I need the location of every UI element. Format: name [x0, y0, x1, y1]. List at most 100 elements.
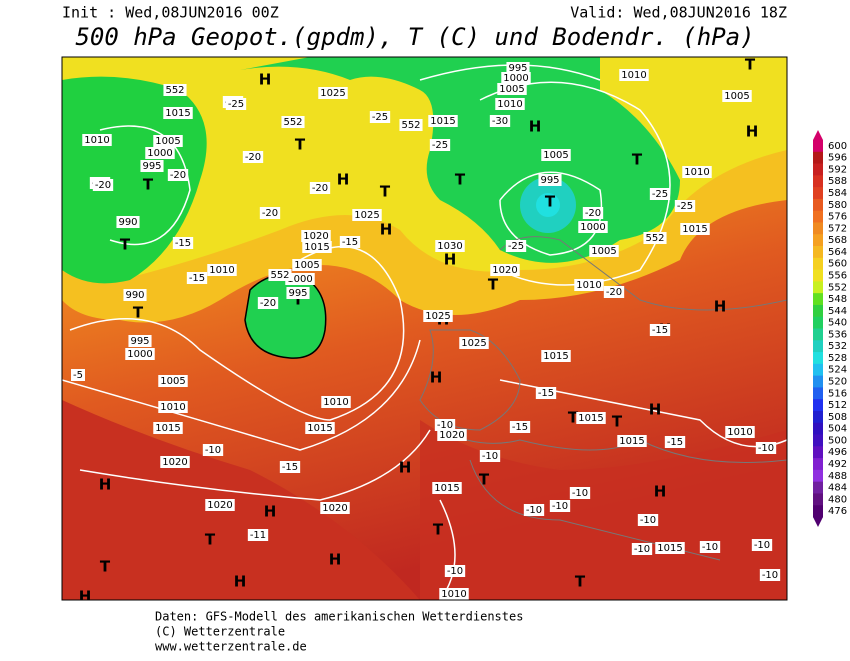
isobar-label: 1000: [287, 274, 312, 285]
isobar-label-box: [423, 310, 453, 322]
isobar-label: 552: [283, 117, 302, 128]
pressure-center: T: [133, 304, 144, 322]
isobar-label-box: [123, 289, 147, 301]
temperature-label-box: [247, 529, 269, 541]
isobar-label: 1015: [434, 483, 459, 494]
isobar-label: 1015: [155, 423, 180, 434]
colorbar-cell: [813, 469, 823, 483]
temperature-label-box: [699, 541, 721, 553]
footer-line: Daten: GFS-Modell des amerikanischen Wet…: [155, 610, 523, 624]
temperature-label-box: [523, 504, 545, 516]
colorbar-label: 524: [828, 365, 847, 376]
isobar-label-box: [292, 259, 322, 271]
isobar-label-box: [432, 482, 462, 494]
temperature-label: -15: [512, 422, 528, 433]
isobar-label: 995: [540, 175, 559, 186]
temperature-label: -25: [228, 99, 244, 110]
colorbar-cell: [813, 281, 823, 294]
colorbar-label: 568: [828, 235, 847, 246]
isobar-label-box: [680, 223, 710, 235]
isobar-label: 1005: [724, 91, 749, 102]
isobar-label-box: [501, 72, 531, 84]
pressure-center: H: [329, 551, 342, 569]
isobar-label-box: [490, 264, 520, 276]
temperature-label: -10: [437, 420, 453, 431]
isobar-label: 1005: [160, 376, 185, 387]
temperature-label-box: [631, 543, 653, 555]
temperature-label: -10: [634, 544, 650, 555]
pressure-center: H: [444, 251, 457, 269]
pressure-center: T: [612, 413, 623, 431]
colorbar-label: 516: [828, 388, 847, 399]
temperature-label-box: [674, 200, 696, 212]
footer-line: (C) Wetterzentrale: [155, 625, 285, 639]
pressure-center: H: [259, 71, 272, 89]
colorbar-label: 492: [828, 459, 847, 470]
isobar-label-box: [617, 435, 647, 447]
colorbar-label: 544: [828, 306, 847, 317]
map: HTHHTTTTTTTHHHTHHHHTTHHTHHHTTHHTTHTT1010…: [62, 57, 787, 600]
colorbar-label: 512: [828, 400, 847, 411]
isobar-label-box: [576, 412, 606, 424]
temperature-label-box: [202, 444, 224, 456]
isobar-label-box: [285, 273, 315, 285]
isobar-label-box: [428, 115, 458, 127]
isobar-label: 1005: [499, 84, 524, 95]
temperature-label: -20: [170, 170, 186, 181]
isobar-label: 1015: [682, 224, 707, 235]
colorbar: 6005965925885845805765725685645605565525…: [813, 130, 847, 527]
isobar-label: 1015: [165, 108, 190, 119]
pressure-center: T: [205, 531, 216, 549]
colorbar-cell: [813, 151, 823, 165]
temperature-label: -15: [538, 388, 554, 399]
temperature-label-box: [92, 179, 114, 191]
pressure-center: T: [568, 409, 579, 427]
colorbar-cell: [813, 316, 823, 329]
temperature-label-box: [186, 272, 208, 284]
temperature-label: -25: [372, 112, 388, 123]
isobar-label: 552: [270, 270, 289, 281]
isobar-label-box: [725, 426, 755, 438]
temperature-label-box: [71, 369, 85, 381]
temperature-label-box: [167, 169, 189, 181]
colorbar-cell: [813, 293, 823, 306]
isobar-label: 1010: [576, 280, 601, 291]
colorbar-cell: [813, 210, 823, 223]
isobar-label-box: [205, 499, 235, 511]
isobar-label: 1010: [84, 135, 109, 146]
colorbar-cell: [813, 175, 823, 188]
temperature-label-box: [259, 207, 281, 219]
temperature-label-box: [759, 569, 781, 581]
pressure-center: H: [746, 123, 759, 141]
colorbar-cell: [813, 352, 823, 365]
pressure-center: H: [99, 476, 112, 494]
isobar-label: 552: [401, 120, 420, 131]
pressure-center: H: [380, 221, 393, 239]
colorbar-cell: [813, 269, 823, 282]
colorbar-label: 552: [828, 282, 847, 293]
temperature-label-box: [637, 514, 659, 526]
pressure-center: T: [143, 176, 154, 194]
pressure-center: T: [295, 136, 306, 154]
colorbar-cell: [813, 399, 823, 412]
isobar-label: 990: [125, 290, 144, 301]
temperature-label: -20: [585, 208, 601, 219]
isobar-label-box: [495, 98, 525, 110]
pressure-center: H: [654, 483, 667, 501]
isobar-label: 552: [645, 233, 664, 244]
colorbar-label: 596: [828, 153, 847, 164]
temperature-label-box: [339, 236, 361, 248]
isobar-label-box: [497, 83, 527, 95]
isobar-label: 1015: [307, 423, 332, 434]
colorbar-cell: [813, 328, 823, 341]
isobar-label: 552: [165, 85, 184, 96]
isobar-label: 1020: [439, 430, 464, 441]
colorbar-label: 484: [828, 483, 847, 494]
isobar-label: 1010: [209, 265, 234, 276]
temperature-label: -10: [640, 515, 656, 526]
isobar-label: 1005: [591, 246, 616, 257]
temperature-label-box: [649, 188, 671, 200]
temperature-label-box: [172, 237, 194, 249]
colorbar-label: 548: [828, 294, 847, 305]
